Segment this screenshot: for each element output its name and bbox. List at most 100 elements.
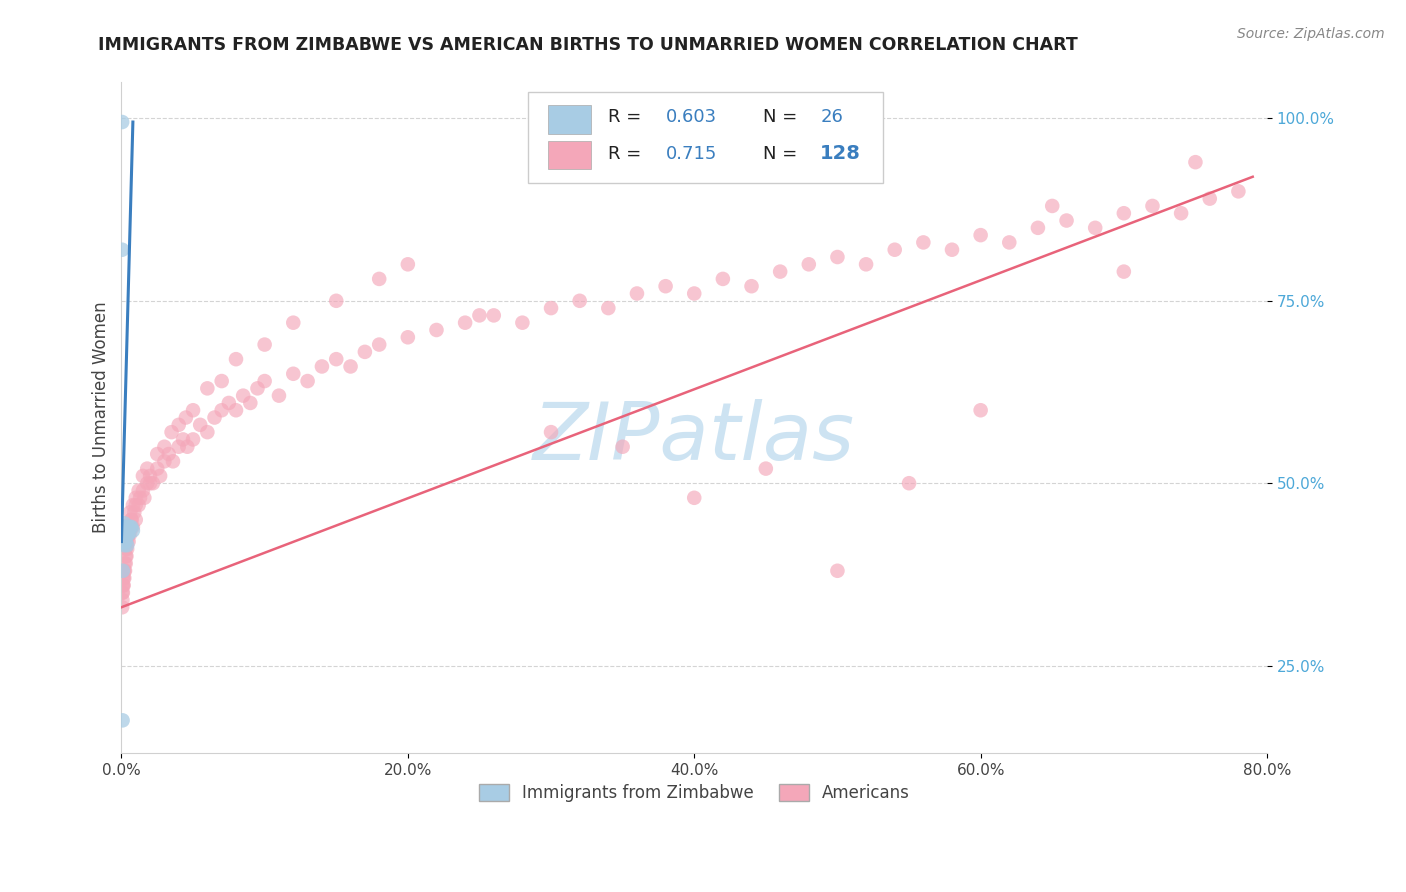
Point [121, 513, 143, 527]
Point [797, 257, 820, 271]
Point [121, 520, 143, 534]
Y-axis label: Births to Unmarried Women: Births to Unmarried Women [93, 301, 110, 533]
Point [325, 352, 347, 367]
Point [111, 578, 134, 592]
Point [883, 243, 905, 257]
Point [111, 564, 134, 578]
Point [146, 447, 169, 461]
Point [112, 520, 135, 534]
Point [112, 578, 135, 592]
Point [111, 243, 134, 257]
Point [121, 513, 143, 527]
Point [1227, 185, 1250, 199]
Point [482, 309, 505, 323]
Point [114, 549, 136, 564]
Point [115, 520, 138, 534]
Point [136, 461, 159, 475]
Point [111, 115, 134, 129]
Point [153, 454, 176, 468]
Point [124, 505, 146, 519]
Point [188, 417, 211, 432]
Point [283, 367, 305, 381]
Point [139, 469, 162, 483]
Point [112, 564, 135, 578]
Point [267, 389, 290, 403]
Point [232, 389, 254, 403]
Point [117, 520, 139, 534]
Point [118, 520, 141, 534]
Point [396, 330, 419, 344]
Point [121, 520, 143, 534]
Point [225, 403, 247, 417]
Point [112, 516, 135, 531]
Point [1112, 206, 1135, 220]
Point [540, 301, 562, 315]
Text: Source: ZipAtlas.com: Source: ZipAtlas.com [1237, 27, 1385, 41]
Point [153, 440, 176, 454]
Point [125, 513, 148, 527]
Point [118, 520, 141, 534]
Point [368, 337, 391, 351]
FancyBboxPatch shape [547, 105, 591, 134]
Point [132, 469, 155, 483]
Point [225, 352, 247, 367]
Point [115, 549, 138, 564]
Point [112, 520, 135, 534]
Point [146, 461, 169, 475]
Point [174, 410, 197, 425]
Point [112, 538, 135, 552]
Point [1170, 206, 1192, 220]
Point [283, 316, 305, 330]
Text: N =: N = [763, 145, 803, 162]
Point [204, 410, 226, 425]
Point [246, 381, 269, 395]
Point [683, 286, 706, 301]
Point [117, 527, 139, 541]
Point [368, 272, 391, 286]
Point [125, 491, 148, 505]
Point [172, 433, 194, 447]
Point [114, 557, 136, 571]
Point [142, 476, 165, 491]
Point [1198, 192, 1220, 206]
Point [132, 483, 155, 498]
Text: 26: 26 [820, 109, 844, 127]
Point [512, 316, 534, 330]
Point [128, 498, 150, 512]
Point [157, 447, 180, 461]
Point [112, 571, 135, 585]
Point [115, 541, 138, 556]
Point [111, 714, 134, 728]
Point [454, 316, 477, 330]
Point [112, 527, 135, 541]
Point [114, 534, 136, 549]
Point [129, 491, 152, 505]
Point [111, 585, 134, 599]
Point [162, 454, 184, 468]
Point [339, 359, 361, 374]
Point [211, 403, 233, 417]
Point [598, 301, 620, 315]
Legend: Immigrants from Zimbabwe, Americans: Immigrants from Zimbabwe, Americans [472, 777, 917, 809]
Point [239, 396, 262, 410]
Point [741, 279, 763, 293]
Point [112, 534, 135, 549]
Point [1056, 213, 1078, 227]
Point [1040, 199, 1063, 213]
Point [114, 520, 136, 534]
Text: N =: N = [763, 109, 803, 127]
Point [149, 469, 172, 483]
Point [540, 425, 562, 439]
Point [1184, 155, 1206, 169]
Point [396, 257, 419, 271]
FancyBboxPatch shape [547, 141, 591, 169]
Point [568, 293, 591, 308]
Point [998, 235, 1021, 250]
Point [134, 491, 156, 505]
Point [167, 417, 190, 432]
Point [297, 374, 319, 388]
FancyBboxPatch shape [529, 92, 883, 183]
Point [117, 527, 139, 541]
Point [354, 344, 377, 359]
Point [111, 534, 134, 549]
